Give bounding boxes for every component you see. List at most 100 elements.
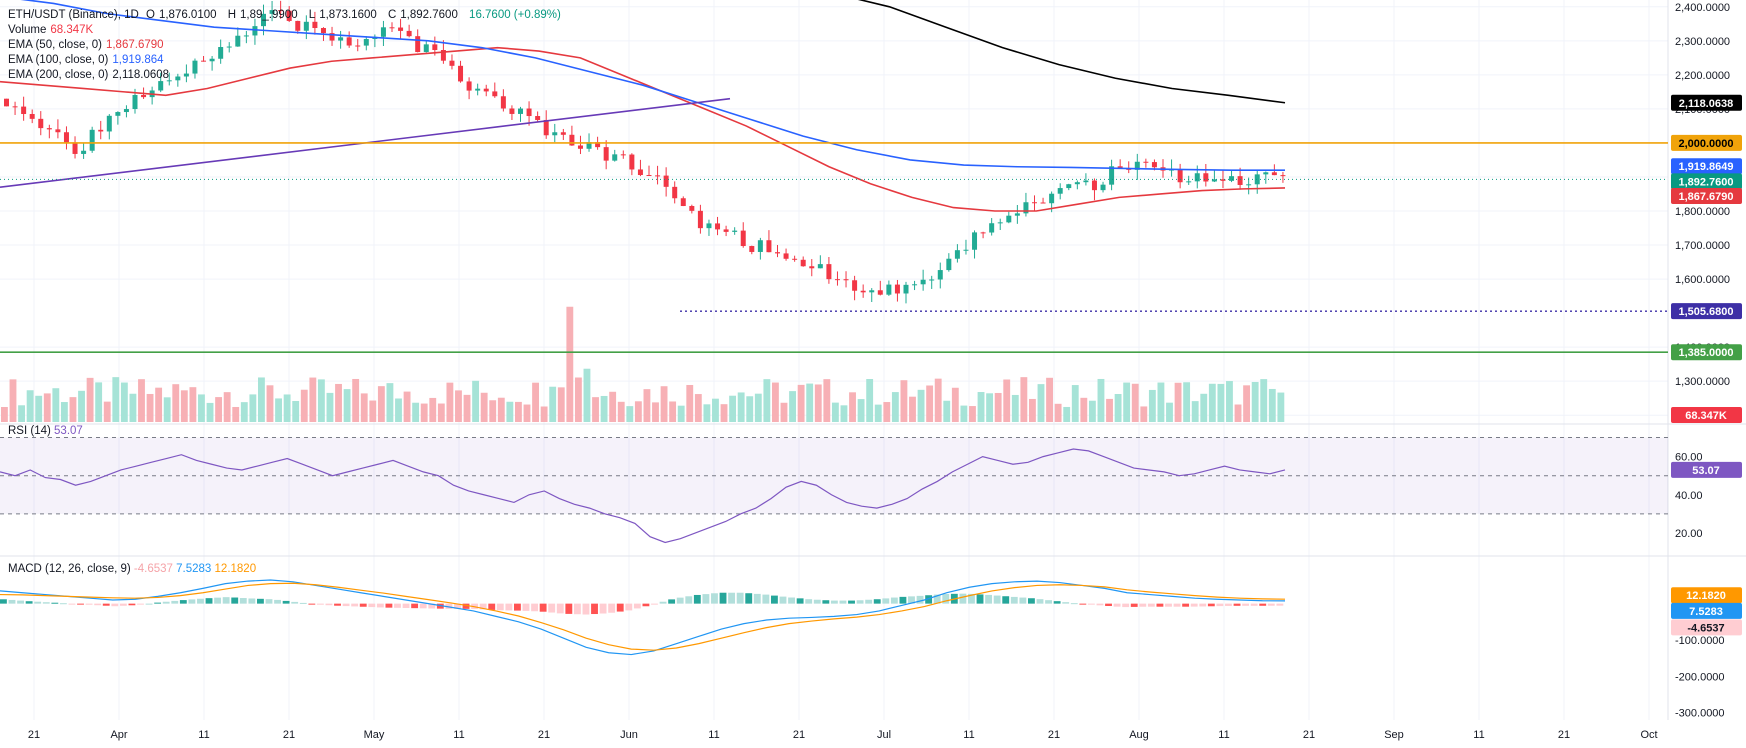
candle-body [757,240,763,252]
macd-histogram-bar [1122,603,1130,608]
macd-histogram-bar [85,603,93,605]
candle-body [997,222,1003,224]
macd-histogram-bar [993,595,1001,604]
candle-body [569,134,575,146]
macd-histogram-bar [1045,600,1052,604]
volume-tag-bg [1671,407,1742,423]
candle-body [226,46,232,48]
macd-histogram-bar [642,603,650,607]
candle-body [509,108,515,114]
volume-bar [849,392,856,422]
ema100-legend: EMA (100, close, 0) 1,919.864 [8,54,164,66]
rsi-tag: 53.07 [1692,465,1720,477]
volume-bar [463,394,471,422]
candle-body [749,246,755,252]
macd-histogram-bar [454,603,461,609]
candle-body [1006,215,1012,223]
candle-body [775,252,780,254]
level-1505-tag-bg [1671,303,1742,320]
macd-histogram-bar [745,593,753,604]
ema200-tag-bg [1671,94,1742,111]
volume-bar [437,403,445,422]
volume-bar [446,382,454,422]
volume-bar [497,397,505,422]
candle-body [286,10,292,21]
candle-body [1057,188,1063,194]
candle-body [98,129,104,132]
volume-bar [515,401,522,422]
candle-body [929,279,935,281]
y-tick-label: 1,600.0000 [1675,274,1730,286]
macd-histogram-bar [882,598,890,604]
candle-body [466,81,472,91]
macd-histogram-bar [985,594,993,604]
macd-histogram-bar [1216,603,1224,607]
volume-bar [506,401,514,422]
macd-histogram-bar [599,603,607,614]
candle-body [1263,172,1269,175]
candle-body [1049,193,1055,204]
volume-bar [660,386,668,422]
candle-body [355,45,361,47]
candle-body [680,198,686,207]
macd-histogram-bar [736,592,744,604]
candle-body [243,35,249,37]
candle-body [1237,176,1243,185]
volume-bar [275,398,282,422]
low-value: 1,873.1600 [319,9,377,21]
macd-histogram-bar [805,599,813,604]
y-tick-label: 2,400.0000 [1675,2,1730,14]
ema200-legend: EMA (200, close, 0) 2,118.0608 [8,69,170,81]
volume-bar [549,386,557,422]
volume-bar [309,377,317,422]
volume-bar [1260,379,1268,422]
rsi-line [0,448,1286,544]
volume-bar [934,378,942,422]
macd-histogram-bar [257,598,264,604]
ema100-line [20,0,1286,172]
macd-histogram-bar [908,596,915,604]
candle-body [123,109,129,113]
level-1385-tag: 1,385.0000 [1678,347,1733,359]
macd-histogram-bar [753,593,761,604]
volume-bar [609,391,617,422]
candle-body [1194,173,1200,182]
volume-bar [703,404,711,422]
candle-body [706,223,712,229]
level-1505-tag: 1,505.6800 [1678,306,1733,318]
macd-histogram-bar [222,597,230,604]
candle-body [1186,181,1192,183]
macd-histogram-bar [633,603,641,609]
macd-histogram-bar [582,603,590,615]
macd-legend: MACD (12, 26, close, 9) -4.6537 7.5283 1… [8,563,257,575]
candle-body [252,26,258,36]
volume-bar [1063,406,1071,422]
candle-body [852,280,858,291]
macd-histogram-bar [25,601,33,604]
volume-bar [694,394,702,422]
macd-histogram-bar [608,603,616,613]
macd-histogram-bar [17,600,24,604]
macd-tag: 7.5283 [1689,606,1723,618]
x-tick-label: 21 [283,729,295,741]
volume-bar [26,390,34,422]
candle-body [320,28,326,34]
volume-bar [206,402,214,422]
volume-bar [626,406,634,422]
macd-histogram-bar [291,601,299,604]
candle-body [1091,180,1097,191]
volume-bar [789,391,796,422]
volume-bar [840,405,848,422]
volume-bar [189,387,197,422]
candle-body [903,284,909,294]
volume-bar [1191,401,1199,422]
volume-bar [129,393,137,422]
y-tick-label: 1,700.0000 [1675,240,1730,252]
candle-body [63,132,69,143]
volume-bar [917,389,925,422]
level-2000-tag-bg [1671,134,1742,151]
macd-histogram-bar [779,596,787,604]
candle-body [183,73,189,77]
signal-tag-bg [1671,587,1742,604]
